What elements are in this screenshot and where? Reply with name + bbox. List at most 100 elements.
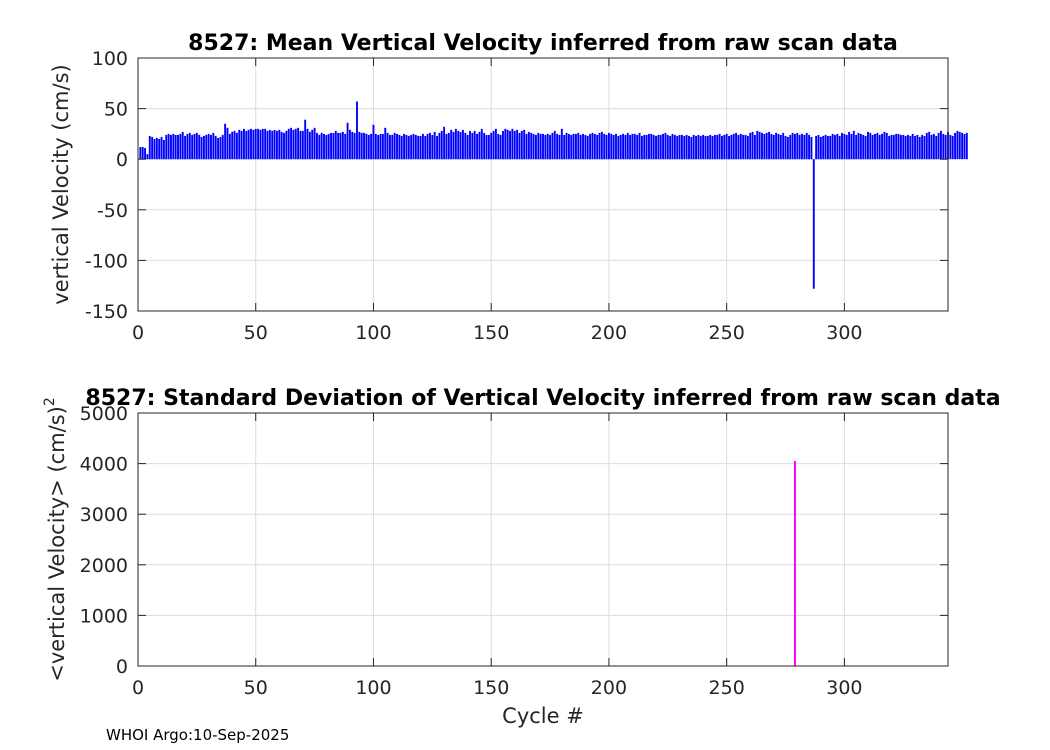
bar xyxy=(761,132,763,160)
bar xyxy=(278,129,281,160)
bar xyxy=(730,134,733,160)
bar xyxy=(473,130,476,160)
x-tick-label: 0 xyxy=(132,677,144,699)
bar xyxy=(923,135,926,160)
y-tick-label: 50 xyxy=(104,99,128,121)
bar xyxy=(167,133,170,160)
bar xyxy=(819,136,822,160)
bar xyxy=(673,134,676,160)
bar xyxy=(313,127,316,160)
bar xyxy=(426,133,429,160)
bar xyxy=(876,132,879,160)
bar xyxy=(214,135,217,160)
bar xyxy=(582,133,584,160)
bar xyxy=(859,133,862,160)
bar xyxy=(871,134,874,160)
bar xyxy=(431,134,434,160)
bar xyxy=(358,131,361,160)
bar xyxy=(471,132,474,160)
bar xyxy=(676,135,679,160)
bar xyxy=(195,132,198,160)
bar xyxy=(200,136,203,160)
bar xyxy=(593,133,596,160)
bar xyxy=(139,147,142,160)
bar xyxy=(483,132,486,160)
bar xyxy=(596,134,599,160)
bar xyxy=(638,132,641,160)
bar xyxy=(607,132,610,160)
bar xyxy=(598,132,601,160)
bar xyxy=(869,132,872,160)
bar xyxy=(709,134,712,160)
chart-2: 0 50 100 150 200 250 3000100020003000400050008… xyxy=(42,386,1001,728)
bar xyxy=(421,133,424,160)
bar xyxy=(808,134,811,160)
bar xyxy=(537,132,540,160)
bar xyxy=(480,128,483,160)
bar xyxy=(640,135,643,160)
bar xyxy=(631,133,634,160)
bar xyxy=(518,132,521,160)
bar xyxy=(662,133,665,160)
bar xyxy=(544,134,547,160)
bar xyxy=(961,132,964,160)
bar xyxy=(589,133,592,160)
bar xyxy=(297,127,300,160)
bar xyxy=(245,130,248,160)
bar xyxy=(836,133,839,160)
plot-area xyxy=(138,413,948,666)
bar xyxy=(207,133,210,160)
bar xyxy=(690,136,693,160)
bar xyxy=(360,132,363,160)
bar xyxy=(353,132,356,160)
bar xyxy=(907,134,909,160)
x-tick-label: 250 xyxy=(709,322,745,344)
bar xyxy=(699,135,702,160)
bar xyxy=(523,129,526,160)
bar xyxy=(735,132,738,160)
bar xyxy=(177,134,179,160)
bar xyxy=(768,131,770,160)
bar xyxy=(264,128,267,160)
bar xyxy=(728,135,730,160)
bar xyxy=(228,133,231,160)
x-tick-label: 200 xyxy=(591,677,627,699)
bar xyxy=(205,134,208,160)
bar xyxy=(191,134,194,160)
bar xyxy=(796,132,799,160)
y-tick-label: 2000 xyxy=(80,555,128,577)
bar xyxy=(664,132,667,160)
bar xyxy=(793,461,796,666)
bar xyxy=(629,134,632,160)
bar xyxy=(801,133,803,160)
bar xyxy=(198,134,201,160)
bar xyxy=(937,132,940,160)
bar xyxy=(188,132,191,160)
bar xyxy=(443,126,446,160)
axes-box xyxy=(137,57,949,312)
bar xyxy=(141,147,144,160)
bar xyxy=(772,134,775,160)
bar xyxy=(633,133,636,160)
bar xyxy=(829,135,832,160)
y-axis-label-superscript: 2 xyxy=(42,397,58,406)
bar xyxy=(867,131,869,160)
bar xyxy=(885,132,888,160)
bar xyxy=(174,134,177,160)
bar xyxy=(153,138,156,160)
bar xyxy=(389,134,391,160)
bar xyxy=(318,134,321,160)
bar xyxy=(158,138,161,160)
bar xyxy=(848,131,851,160)
bar xyxy=(417,135,420,160)
bar xyxy=(575,133,577,160)
bar xyxy=(958,131,961,160)
bar xyxy=(688,135,690,160)
bar xyxy=(341,131,344,160)
bar xyxy=(775,132,778,160)
bar xyxy=(445,133,448,160)
bar xyxy=(782,132,785,160)
bar xyxy=(549,134,552,160)
bar xyxy=(680,134,683,160)
bar xyxy=(560,128,563,160)
